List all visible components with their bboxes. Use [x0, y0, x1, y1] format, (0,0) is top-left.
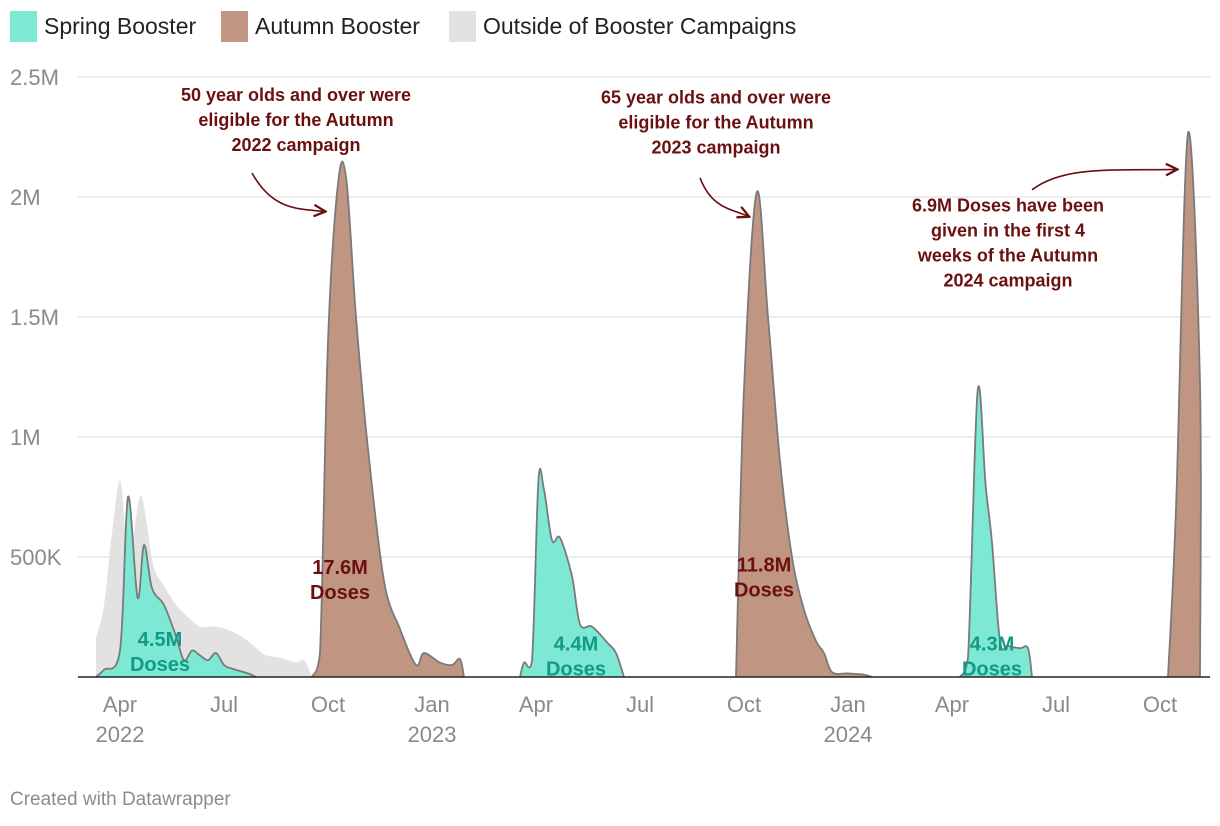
- x-tick-year-2022: 2022: [96, 722, 145, 747]
- autumn-booster-area-3: [1168, 131, 1201, 678]
- spring-booster-area-2: [520, 468, 624, 677]
- annotation-text-1: 50 year olds and over were eligible for t…: [181, 85, 411, 155]
- dose-total-labels: 4.5M Doses 17.6M Doses 4.4M Doses 11.8M Doses 4.…: [130, 554, 1022, 680]
- dose-total-label-1: 4.5M Doses: [130, 629, 190, 676]
- annotations: 50 year olds and over were eligible for t…: [181, 85, 1176, 290]
- y-tick-label-1m: 1M: [10, 425, 41, 450]
- spring-booster-outline-2: [519, 467, 625, 678]
- dose-total-label-5: 4.3M Doses: [962, 634, 1022, 681]
- x-axis-ticks: Apr 2022 Jul Oct Jan 2023 Apr Jul Oct Jan 2024 Apr J…: [96, 692, 1178, 747]
- legend: Spring Booster Autumn Booster Outside of B…: [10, 11, 796, 42]
- autumn-booster-outline-2: [735, 190, 873, 678]
- dose-total-label-4: 11.8M Doses: [734, 554, 794, 601]
- y-gridlines: 500K 1M 1.5M 2M 2.5M: [10, 65, 1210, 570]
- x-tick-label-apr-104: Apr: [935, 692, 969, 717]
- legend-swatch-outside-of-booster-campaigns: [449, 11, 476, 42]
- x-tick-year-2024: 2024: [824, 722, 873, 747]
- x-tick-label-oct-26: Oct: [311, 692, 345, 717]
- x-tick-label-apr-52: Apr: [519, 692, 553, 717]
- autumn-booster-outline-1: [311, 160, 465, 678]
- legend-label-autumn-booster: Autumn Booster: [255, 13, 420, 39]
- dose-total-label-2: 17.6M Doses: [310, 557, 370, 604]
- spring-booster-area-1: [96, 496, 256, 677]
- y-tick-label-2-5m: 2.5M: [10, 65, 59, 90]
- x-tick-label-apr-0: Apr: [103, 692, 137, 717]
- x-tick-label-oct-130: Oct: [1143, 692, 1177, 717]
- x-tick-year-2023: 2023: [408, 722, 457, 747]
- spring-booster-area-3: [960, 386, 1032, 677]
- x-tick-label-jul-65: Jul: [626, 692, 654, 717]
- annotation-text-2: 65 year olds and over were eligible for t…: [601, 87, 831, 157]
- x-tick-label-jan-91: Jan: [830, 692, 865, 717]
- x-tick-label-oct-78: Oct: [727, 692, 761, 717]
- x-tick-label-jul-13: Jul: [210, 692, 238, 717]
- annotation-arrow-3: [1031, 169, 1176, 191]
- y-tick-label-2m: 2M: [10, 185, 41, 210]
- autumn-booster-area-1: [312, 161, 464, 678]
- annotation-arrow-2: [699, 177, 748, 216]
- annotation-text-3: 6.9M Doses have been given in the first 4…: [912, 195, 1104, 290]
- footer-credit: Created with Datawrapper: [10, 789, 231, 810]
- dose-total-label-3: 4.4M Doses: [546, 634, 606, 681]
- y-tick-label-500k: 500K: [10, 545, 62, 570]
- legend-label-spring-booster: Spring Booster: [44, 13, 196, 39]
- x-tick-label-jul-117: Jul: [1042, 692, 1070, 717]
- spring-booster-outline-3: [959, 385, 1033, 678]
- area-series: [95, 130, 1202, 678]
- autumn-booster-outline-3: [1167, 130, 1202, 678]
- legend-swatch-autumn-booster: [221, 11, 248, 42]
- spring-booster-outline-1: [95, 496, 257, 678]
- autumn-booster-area-2: [736, 191, 872, 678]
- y-tick-label-1-5m: 1.5M: [10, 305, 59, 330]
- legend-label-outside-of-booster-campaigns: Outside of Booster Campaigns: [483, 13, 796, 39]
- x-tick-label-jan-39: Jan: [414, 692, 449, 717]
- legend-swatch-spring-booster: [10, 11, 37, 42]
- annotation-arrow-1: [251, 172, 324, 211]
